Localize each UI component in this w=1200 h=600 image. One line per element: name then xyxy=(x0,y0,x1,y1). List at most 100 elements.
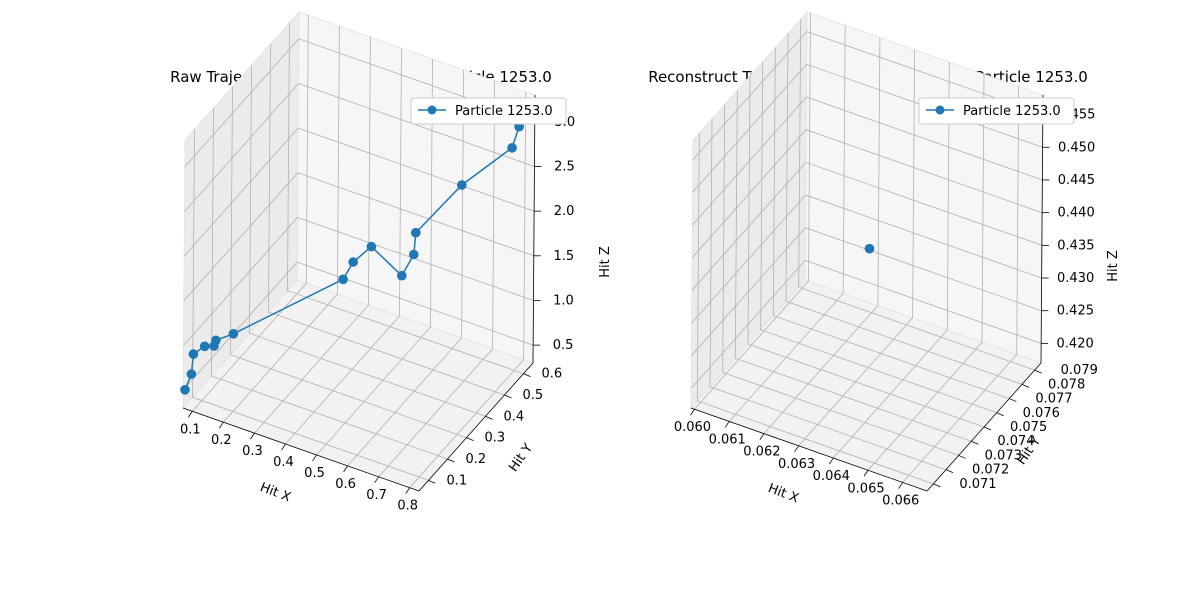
x-gridline xyxy=(285,47,402,445)
z-tick-label: 0.445 xyxy=(1058,173,1095,188)
x-tick-label: 0.7 xyxy=(366,488,387,503)
z-tick-label: 0.430 xyxy=(1057,271,1094,286)
z-gridline xyxy=(184,83,535,212)
y-gridline xyxy=(192,129,429,481)
y-tick-label: 0.079 xyxy=(1061,363,1098,378)
y-tick xyxy=(933,483,941,488)
z-gridline xyxy=(184,38,535,168)
data-point xyxy=(348,257,359,267)
y-gridline xyxy=(287,22,524,375)
z-gridline xyxy=(183,127,535,257)
x-gridline xyxy=(867,74,985,471)
x-tick xyxy=(219,421,224,429)
data-point xyxy=(457,180,467,190)
x-tick-label: 0.065 xyxy=(847,481,884,496)
x-tick xyxy=(374,476,379,484)
data-point xyxy=(397,270,407,281)
legend-label: Particle 1253.0 xyxy=(963,104,1061,119)
data-point xyxy=(338,274,348,285)
y-gridline xyxy=(760,61,997,414)
legend: Particle 1253.0 xyxy=(410,97,567,125)
z-tick-label: 0.450 xyxy=(1058,140,1095,155)
z-tick-label: 1.5 xyxy=(553,249,574,264)
y-tick-label: 0.074 xyxy=(997,434,1034,449)
x-gridline xyxy=(254,37,371,434)
y-tick-label: 0.3 xyxy=(485,431,506,446)
z-gridline xyxy=(691,161,1043,291)
x-gridline xyxy=(728,25,846,422)
x-tick-label: 0.8 xyxy=(397,499,418,514)
z-gridline xyxy=(690,259,1042,389)
x-gridline xyxy=(316,58,433,456)
x-tick-label: 0.5 xyxy=(304,466,325,481)
y-tick-label: 0.2 xyxy=(466,452,487,467)
x-tick xyxy=(405,487,411,494)
data-point xyxy=(228,329,239,339)
x-gridline xyxy=(763,37,881,434)
data-point xyxy=(180,385,190,395)
z-axis-line xyxy=(1040,94,1044,364)
z-axis-line xyxy=(532,94,536,364)
y-tick xyxy=(996,412,1004,417)
y-axis-line xyxy=(418,362,534,492)
y-gridline xyxy=(747,75,985,428)
data-point xyxy=(199,341,210,352)
y-gridline xyxy=(249,65,486,417)
y-tick-label: 0.5 xyxy=(523,388,544,403)
x-axis-line xyxy=(690,407,928,492)
x-tick-label: 0.061 xyxy=(709,432,746,447)
z-gridline xyxy=(183,172,534,302)
y-tick-label: 0.073 xyxy=(985,448,1022,463)
y-tick-label: 0.076 xyxy=(1023,406,1060,421)
z-tick-label: 2.5 xyxy=(554,159,575,174)
z-tick-label: 1.0 xyxy=(553,293,574,308)
x-gridline xyxy=(223,26,340,423)
z-gridline xyxy=(182,261,534,391)
z-tick-label: 0.440 xyxy=(1058,206,1095,221)
x-gridline xyxy=(833,61,950,459)
legend-label: Particle 1253.0 xyxy=(455,104,553,119)
z-axis-label: Hit Z xyxy=(598,246,613,278)
z-gridline xyxy=(691,129,1043,258)
y-tick xyxy=(1009,398,1017,402)
y-tick xyxy=(466,437,474,442)
y-tick-label: 0.072 xyxy=(972,463,1009,478)
x-gridline xyxy=(694,13,811,410)
y-gridline xyxy=(230,86,467,439)
x-axis-line xyxy=(182,407,420,492)
data-point xyxy=(211,335,221,346)
x-tick-label: 0.2 xyxy=(211,433,232,448)
y-tick-label: 0.1 xyxy=(447,473,468,488)
x-tick xyxy=(794,445,799,453)
z-tick-label: 0.425 xyxy=(1057,304,1094,319)
data-point xyxy=(411,227,421,238)
data-point xyxy=(864,243,875,254)
y-gridline xyxy=(211,107,448,460)
z-gridline xyxy=(183,217,534,346)
x-tick xyxy=(724,421,730,428)
data-point xyxy=(186,369,197,379)
x-tick-label: 0.4 xyxy=(273,455,294,470)
data-point xyxy=(409,249,419,260)
y-gridline xyxy=(734,90,972,442)
y-tick-label: 0.071 xyxy=(959,477,996,492)
y-gridline xyxy=(722,104,959,456)
raw-trajectory-subplot: Raw Trajectory Plot for Event 3210, Part… xyxy=(170,10,613,514)
y-tick-label: 0.4 xyxy=(504,409,525,424)
y-tick xyxy=(945,469,954,474)
x-tick-label: 0.3 xyxy=(242,444,263,459)
x-gridline xyxy=(192,15,309,412)
x-tick xyxy=(690,408,695,416)
x-tick xyxy=(187,411,193,418)
y-tick xyxy=(485,415,493,420)
z-tick-label: 0.420 xyxy=(1057,336,1094,351)
z-gridline xyxy=(692,96,1043,226)
y-tick-label: 0.075 xyxy=(1010,420,1047,435)
z-gridline xyxy=(691,194,1042,324)
x-tick-label: 0.066 xyxy=(882,493,919,508)
z-tick-label: 0.435 xyxy=(1057,238,1094,253)
x-tick xyxy=(281,443,286,451)
x-tick-label: 0.062 xyxy=(743,445,780,460)
z-tick-label: 0.5 xyxy=(553,338,574,353)
y-gridline xyxy=(798,19,1035,371)
